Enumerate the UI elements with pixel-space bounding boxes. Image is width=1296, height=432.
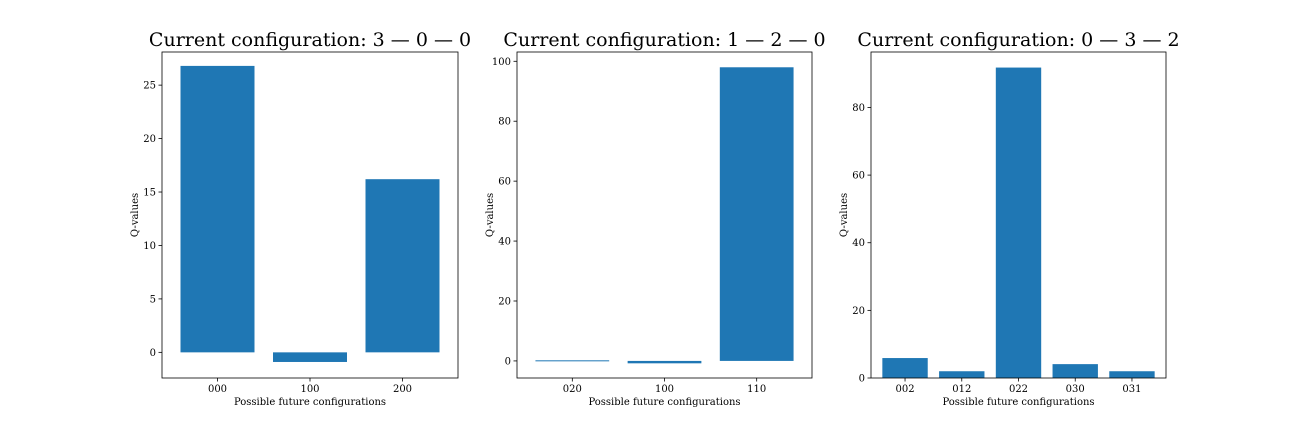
x-axis-label: Possible future configurations bbox=[942, 397, 1094, 408]
x-tick-label: 031 bbox=[1122, 384, 1141, 395]
chart-title: Current configuration: 0 — 3 — 2 bbox=[857, 29, 1179, 51]
bar-200 bbox=[365, 179, 440, 353]
y-axis-label: Q-values bbox=[485, 193, 496, 237]
chart-panel-1: 000 100 200 0 5 10 15 20 25 Current configuration… bbox=[130, 29, 471, 408]
bar-012 bbox=[939, 371, 985, 378]
bar-110 bbox=[719, 67, 794, 361]
y-tick-label: 80 bbox=[852, 103, 865, 114]
y-tick-label: 0 bbox=[859, 374, 865, 385]
bar-100 bbox=[273, 352, 347, 362]
y-axis-label: Q-values bbox=[839, 193, 850, 237]
x-tick-label: 020 bbox=[563, 384, 582, 395]
y-tick-label: 40 bbox=[852, 238, 865, 249]
bar-030 bbox=[1052, 364, 1098, 378]
y-tick-label: 20 bbox=[143, 134, 156, 145]
x-tick-label: 030 bbox=[1066, 384, 1085, 395]
chart-title: Current configuration: 1 — 2 — 0 bbox=[503, 29, 825, 51]
y-tick-label: 80 bbox=[498, 117, 511, 128]
x-tick-label: 000 bbox=[208, 384, 227, 395]
y-tick-label: 15 bbox=[143, 188, 156, 199]
y-tick-label: 0 bbox=[150, 348, 156, 359]
bar-022 bbox=[995, 67, 1042, 378]
y-tick-label: 20 bbox=[852, 306, 865, 317]
y-tick-label: 0 bbox=[505, 356, 511, 367]
y-tick-label: 5 bbox=[150, 294, 156, 305]
bar-020 bbox=[535, 360, 610, 362]
bar-000 bbox=[180, 65, 255, 353]
y-tick-label: 10 bbox=[143, 241, 156, 252]
x-tick-label: 002 bbox=[895, 384, 914, 395]
x-axis-label: Possible future configurations bbox=[234, 397, 386, 408]
y-tick-label: 25 bbox=[143, 81, 156, 92]
x-tick-label: 012 bbox=[952, 384, 971, 395]
y-axis-label: Q-values bbox=[130, 193, 141, 237]
y-tick-label: 60 bbox=[498, 177, 511, 188]
y-tick-label: 60 bbox=[852, 171, 865, 182]
x-tick-label: 110 bbox=[747, 384, 766, 395]
x-tick-label: 100 bbox=[300, 384, 319, 395]
chart-panel-3: 002 012 022 030 031 0 20 40 60 80 Current configur… bbox=[839, 29, 1180, 408]
bar-002 bbox=[882, 358, 928, 378]
x-tick-label: 200 bbox=[393, 384, 412, 395]
y-tick-label: 100 bbox=[492, 57, 511, 68]
x-tick-label: 022 bbox=[1009, 384, 1028, 395]
bar-100 bbox=[627, 360, 702, 364]
chart-title: Current configuration: 3 — 0 — 0 bbox=[149, 29, 471, 51]
y-tick-label: 20 bbox=[498, 296, 511, 307]
x-axis-label: Possible future configurations bbox=[588, 397, 740, 408]
x-tick-label: 100 bbox=[655, 384, 674, 395]
y-tick-label: 40 bbox=[498, 237, 511, 248]
bar-031 bbox=[1109, 371, 1155, 378]
